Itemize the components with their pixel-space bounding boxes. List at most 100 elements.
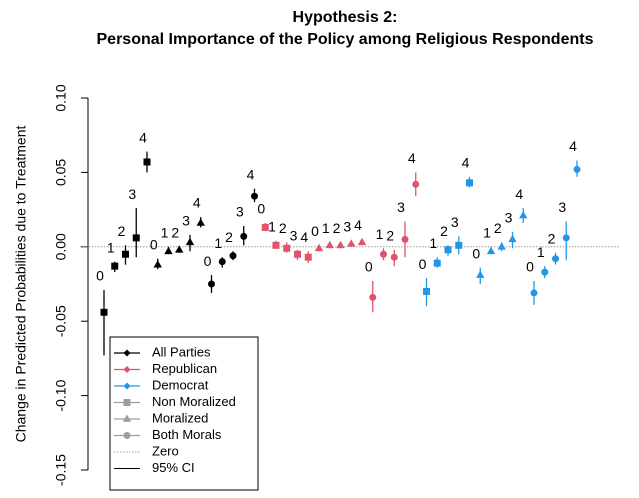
level-label: 2: [494, 220, 502, 236]
point: [185, 237, 195, 246]
point: [283, 244, 291, 252]
point: [100, 308, 108, 316]
point: [530, 289, 538, 297]
point: [208, 280, 215, 288]
point: [294, 250, 301, 258]
point: [455, 241, 463, 249]
point: [196, 218, 205, 226]
level-label: 0: [150, 236, 158, 252]
level-label: 4: [515, 186, 523, 202]
point: [412, 180, 420, 188]
level-label: 0: [365, 259, 373, 275]
chart-title-line-1: Hypothesis 2:: [293, 9, 398, 26]
legend-label: Democrat: [152, 377, 209, 392]
y-tick-label: -0.10: [53, 379, 69, 411]
point: [476, 270, 485, 278]
level-label: 2: [225, 229, 233, 245]
legend-label: Zero: [152, 443, 179, 458]
level-label: 2: [333, 220, 341, 236]
point: [314, 243, 324, 252]
level-label: 1: [322, 220, 330, 236]
legend-marker: [123, 432, 131, 439]
level-label: 2: [279, 220, 287, 236]
point: [380, 250, 387, 258]
legend-marker: [123, 382, 131, 390]
level-label: 0: [204, 253, 212, 269]
level-label: 3: [290, 227, 298, 243]
level-label: 2: [118, 223, 126, 239]
level-label: 4: [462, 155, 470, 171]
level-label: 1: [483, 225, 491, 241]
level-label: 1: [376, 226, 384, 242]
level-label: 4: [247, 166, 255, 182]
level-label: 0: [96, 268, 104, 284]
level-label: 4: [569, 138, 577, 154]
point: [401, 235, 409, 243]
point: [519, 211, 528, 219]
level-label: 2: [548, 230, 556, 246]
legend-marker: [123, 349, 131, 357]
level-label: 0: [311, 223, 319, 239]
point: [164, 246, 173, 255]
point: [122, 250, 129, 258]
point: [357, 237, 367, 246]
point: [433, 259, 441, 267]
point: [143, 158, 151, 166]
level-label: 3: [505, 210, 513, 226]
point: [272, 241, 280, 249]
point: [153, 260, 162, 268]
point: [304, 253, 312, 261]
level-label: 3: [236, 204, 244, 220]
level-label: 3: [558, 199, 566, 215]
level-label: 3: [182, 213, 190, 229]
level-label: 4: [408, 150, 416, 166]
y-tick-label: -0.05: [53, 305, 69, 337]
level-label: 2: [171, 225, 179, 241]
legend-label: Republican: [152, 361, 217, 376]
level-label: 1: [429, 235, 437, 251]
level-label: 3: [128, 186, 136, 202]
legend-label: Moralized: [152, 410, 208, 425]
level-label: 0: [419, 256, 427, 272]
point: [229, 252, 237, 260]
legend-marker: [123, 399, 131, 406]
level-label: 3: [397, 199, 405, 215]
point: [336, 240, 345, 249]
point: [175, 245, 184, 253]
point: [573, 165, 581, 173]
y-tick-label: 0.10: [53, 84, 69, 111]
point: [325, 240, 334, 249]
legend-box: [109, 336, 259, 491]
point: [218, 258, 226, 266]
chart-title-line-2: Personal Importance of the Policy among …: [97, 31, 594, 48]
point: [562, 234, 570, 242]
level-label: 0: [257, 201, 265, 217]
level-label: 4: [354, 217, 362, 233]
level-label: 2: [386, 227, 394, 243]
level-label: 1: [161, 225, 169, 241]
point: [497, 242, 506, 250]
point: [541, 268, 549, 276]
point: [132, 234, 140, 242]
point: [508, 234, 517, 243]
level-label: 1: [268, 219, 276, 235]
level-label: 4: [300, 229, 308, 245]
y-tick-label: -0.15: [53, 454, 69, 486]
point: [552, 255, 559, 263]
level-label: 0: [472, 245, 480, 261]
level-label: 1: [214, 235, 222, 251]
point: [466, 179, 473, 187]
point: [261, 223, 269, 231]
y-axis-label: Change in Predicted Probabilities due to…: [13, 126, 29, 443]
legend-label: All Parties: [152, 344, 211, 359]
point: [444, 246, 452, 254]
legend-label: Non Moralized: [152, 394, 236, 409]
point: [240, 232, 248, 240]
y-tick-label: 0.05: [53, 159, 69, 186]
legend-label: Both Morals: [152, 427, 222, 442]
level-label: 3: [343, 219, 351, 235]
level-label: 4: [193, 195, 201, 211]
level-label: 3: [451, 214, 459, 230]
point: [347, 239, 356, 247]
level-label: 2: [440, 223, 448, 239]
